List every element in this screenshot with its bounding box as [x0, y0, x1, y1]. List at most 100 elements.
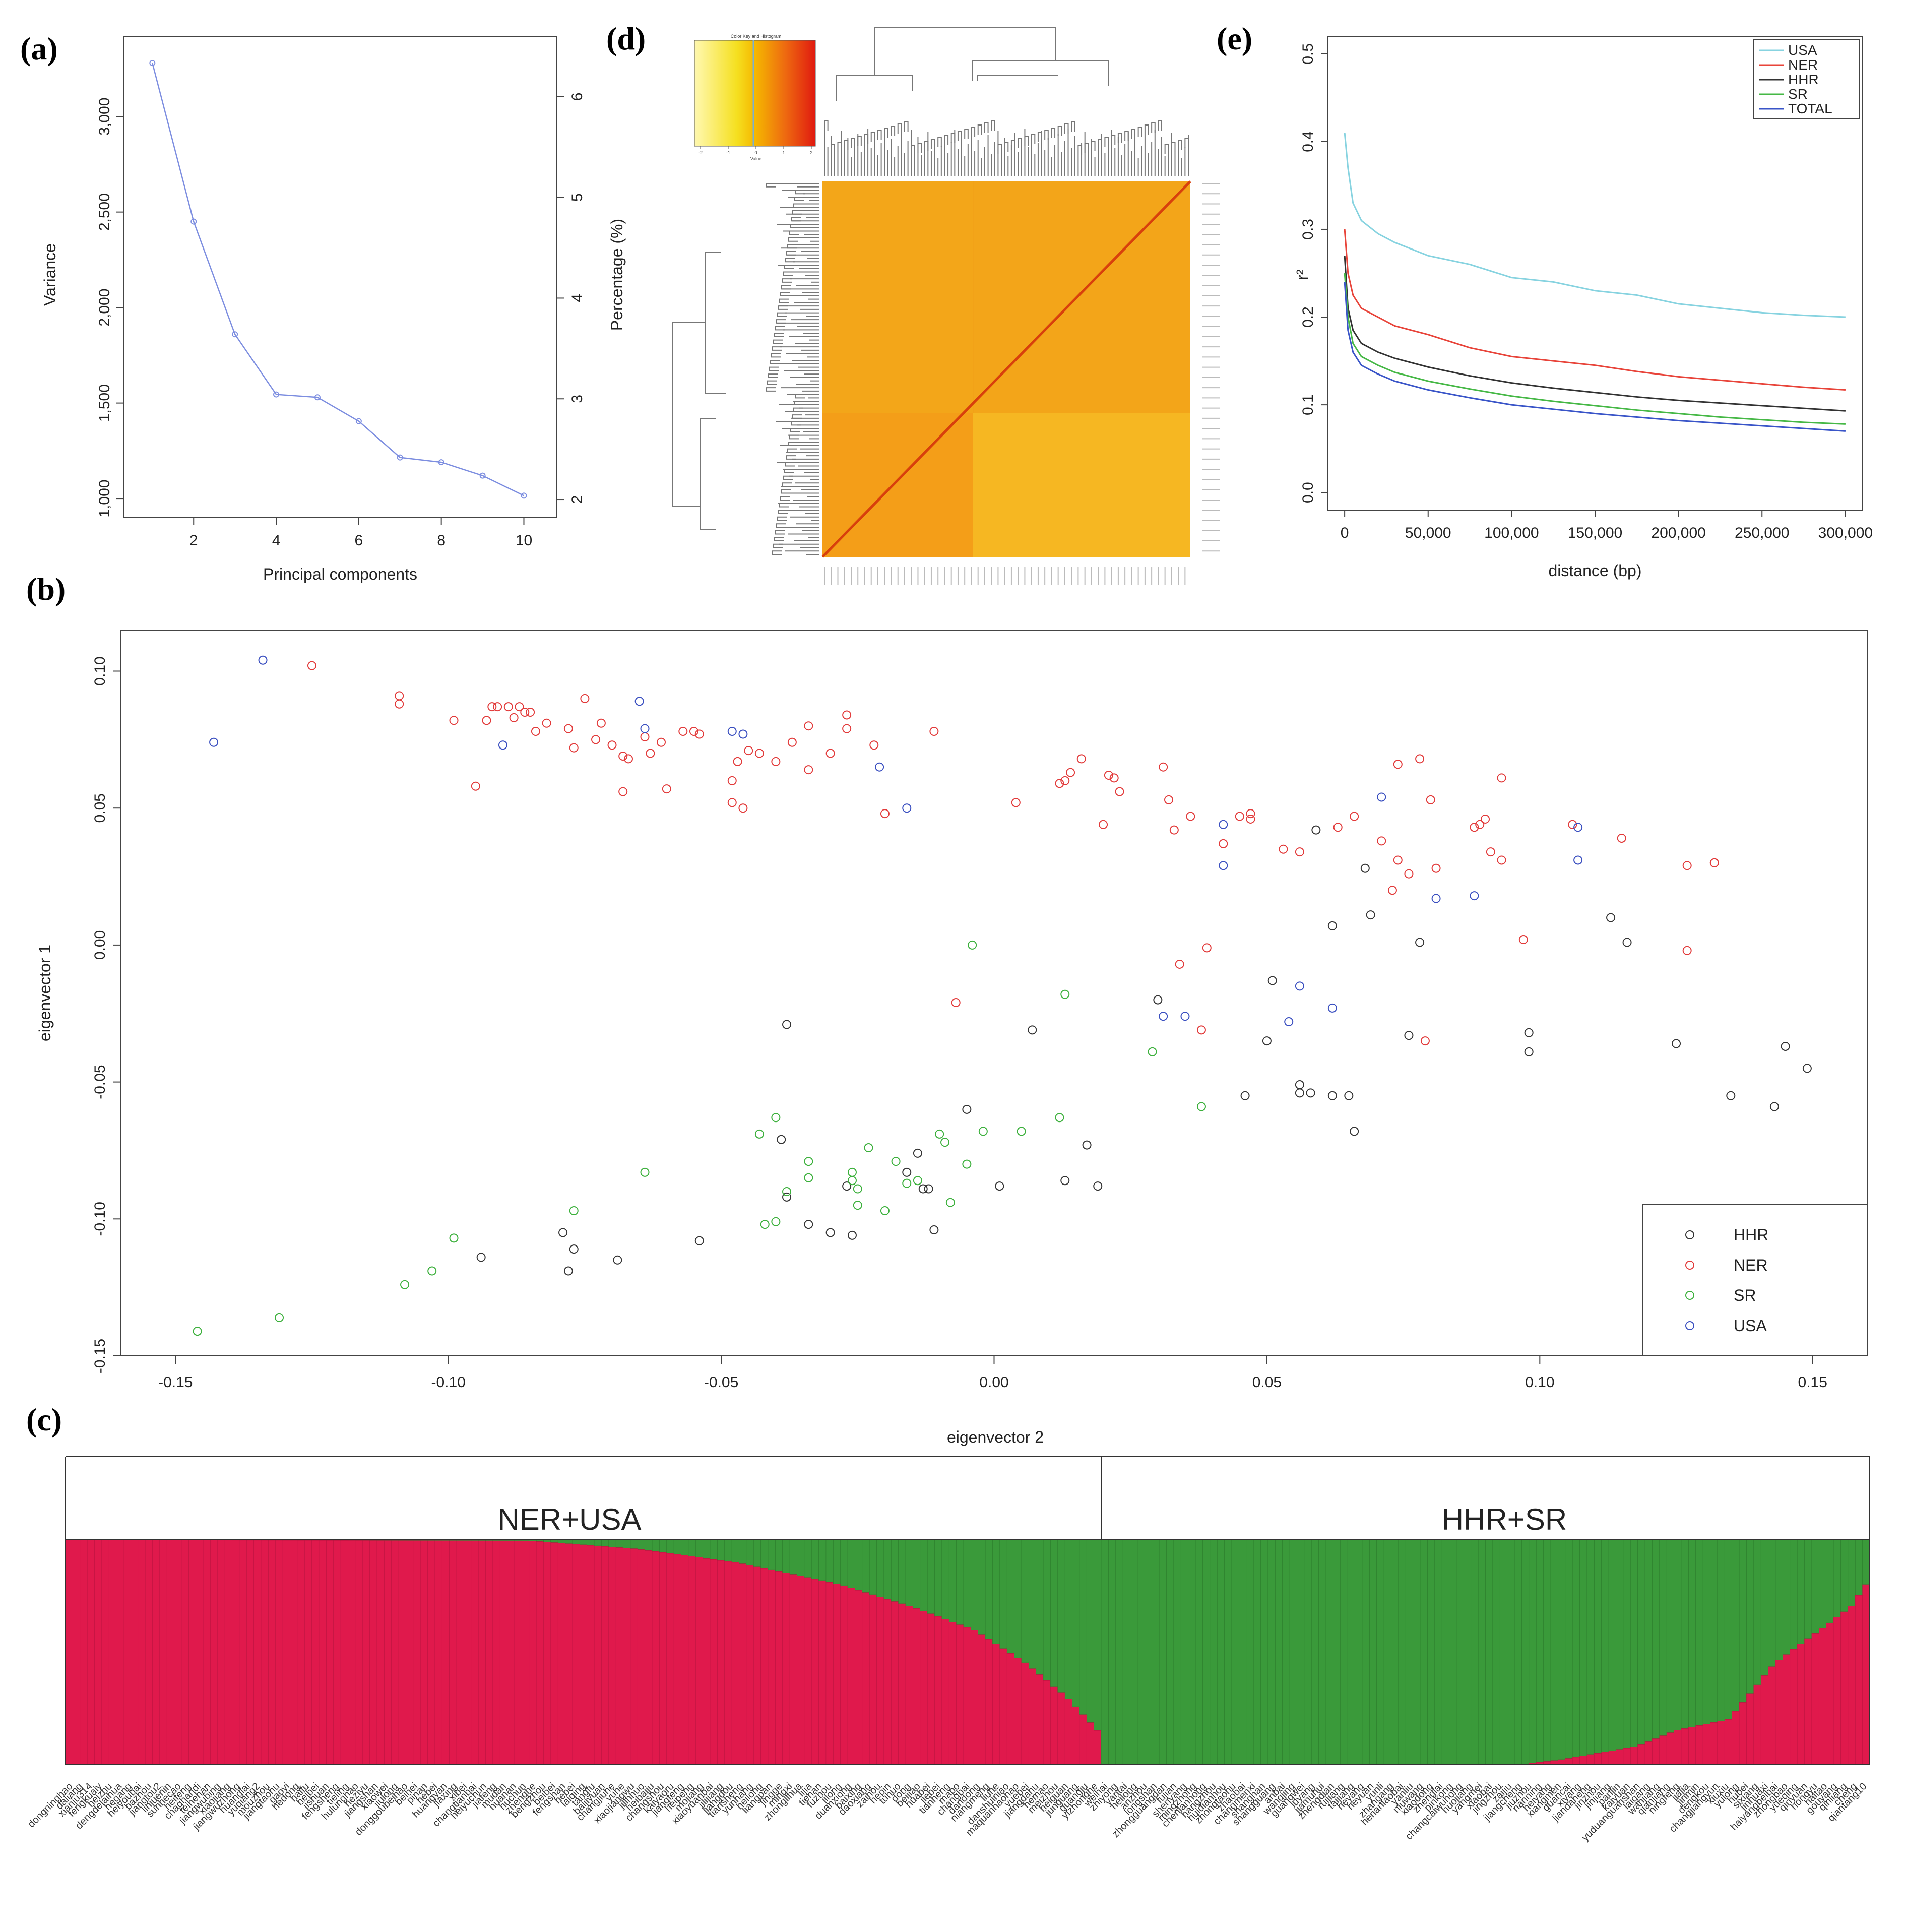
point-ner: [1246, 809, 1255, 819]
point-ner: [1350, 812, 1359, 821]
heatmap-diagonal: [821, 180, 1191, 558]
x-tick-label: 0.05: [1252, 1374, 1282, 1391]
bar-red: [1086, 1722, 1095, 1765]
bar-green: [1492, 1539, 1500, 1765]
bar-green: [1253, 1539, 1261, 1765]
bar-red: [565, 1543, 573, 1765]
point-hhr: [1802, 1064, 1812, 1073]
bar-red: [1064, 1699, 1073, 1765]
bar-red: [536, 1541, 544, 1765]
bar-red: [1586, 1754, 1595, 1765]
dendro-branch: [784, 469, 794, 473]
point-ner: [1377, 836, 1386, 846]
bar-green: [1427, 1539, 1435, 1765]
point-ner: [754, 749, 764, 758]
bar-red: [427, 1540, 435, 1765]
point-hhr: [918, 1184, 928, 1194]
dendro-branch: [776, 523, 786, 528]
panel-label-a: (a): [20, 31, 58, 67]
point-sr: [449, 1233, 459, 1243]
dendro-branch: [782, 278, 792, 283]
point-hhr: [1360, 863, 1370, 873]
bar-red: [992, 1644, 1000, 1765]
bar-red: [376, 1540, 385, 1765]
bar-green: [1783, 1539, 1791, 1655]
bar-red: [1710, 1722, 1718, 1765]
bar-red: [572, 1544, 581, 1765]
bar-green: [833, 1539, 841, 1584]
dendro-branch: [766, 183, 776, 188]
y-tick-label: 0.05: [92, 793, 108, 823]
bar-red: [587, 1545, 595, 1765]
dendro-branch: [789, 230, 799, 235]
bar-red: [246, 1540, 255, 1765]
bar-green: [1072, 1539, 1080, 1707]
dendro-branch: [930, 139, 935, 149]
bar-green: [818, 1539, 827, 1581]
variance-point: [397, 454, 403, 461]
dendro-branch: [870, 132, 875, 142]
bar-red: [1840, 1611, 1849, 1765]
bar-red: [1804, 1638, 1812, 1765]
bar-red: [232, 1540, 240, 1765]
bar-red: [608, 1547, 616, 1765]
bar-red: [261, 1540, 269, 1765]
bar-green: [1398, 1539, 1406, 1765]
bar-red: [1855, 1595, 1863, 1765]
point-ner: [727, 798, 737, 807]
bar-green: [594, 1539, 602, 1546]
bar-green: [572, 1539, 581, 1545]
point-ner: [1568, 820, 1577, 829]
bar-green: [1739, 1539, 1747, 1703]
x-tick-label: 50,000: [1405, 525, 1451, 541]
bar-green: [1152, 1539, 1160, 1765]
point-ner: [1279, 844, 1288, 854]
point-ner: [1011, 798, 1021, 807]
x-tick-label: 200,000: [1651, 525, 1705, 541]
dendro-branch: [785, 258, 795, 263]
bar-green: [1695, 1539, 1703, 1726]
bar-green: [1347, 1539, 1356, 1765]
point-ner: [591, 735, 601, 744]
key-tick-label: 0: [754, 150, 757, 155]
point-ner: [503, 702, 513, 712]
bar-green: [768, 1539, 776, 1570]
panel-a-y2-axis: 2 3 4 5 6: [557, 93, 586, 504]
bar-red: [210, 1540, 218, 1765]
bar-red: [1811, 1633, 1819, 1765]
bar-green: [1014, 1539, 1022, 1659]
point-ner: [771, 757, 781, 766]
dendro-branch: [950, 133, 956, 143]
panel-a-y-axis: 1,000 1,500 2,000 2,500 3,000: [96, 98, 123, 518]
point-hhr: [1327, 1091, 1337, 1100]
point-usa: [634, 697, 644, 706]
bar-green: [1217, 1539, 1225, 1765]
bar-green: [1543, 1539, 1551, 1762]
x-tick-label: 0: [1341, 525, 1349, 541]
dendro-branch: [1031, 134, 1036, 144]
bar-green: [1688, 1539, 1696, 1727]
dendro-branch: [771, 353, 781, 358]
legend-label-usa: USA: [1734, 1317, 1767, 1335]
dendro-branch: [768, 373, 778, 378]
bar-red: [73, 1539, 81, 1765]
panel-b-y-axis: -0.15 -0.10 -0.05 0.00 0.05 0.10: [92, 656, 121, 1373]
bar-green: [1173, 1539, 1181, 1765]
bar-green: [1239, 1539, 1247, 1765]
bar-green: [1855, 1539, 1863, 1596]
bar-green: [1521, 1539, 1530, 1764]
point-sr: [640, 1167, 650, 1177]
bar-red: [941, 1619, 949, 1765]
point-sr: [804, 1173, 813, 1182]
bar-green: [1086, 1539, 1095, 1723]
variance-point: [355, 418, 362, 424]
point-sr: [193, 1327, 202, 1336]
bar-red: [529, 1541, 537, 1765]
point-hhr: [476, 1253, 486, 1262]
point-ner: [471, 781, 480, 791]
bar-green: [1840, 1539, 1849, 1612]
bar-red: [775, 1571, 783, 1765]
dendro-branch: [836, 75, 913, 101]
bar-green: [927, 1539, 935, 1614]
